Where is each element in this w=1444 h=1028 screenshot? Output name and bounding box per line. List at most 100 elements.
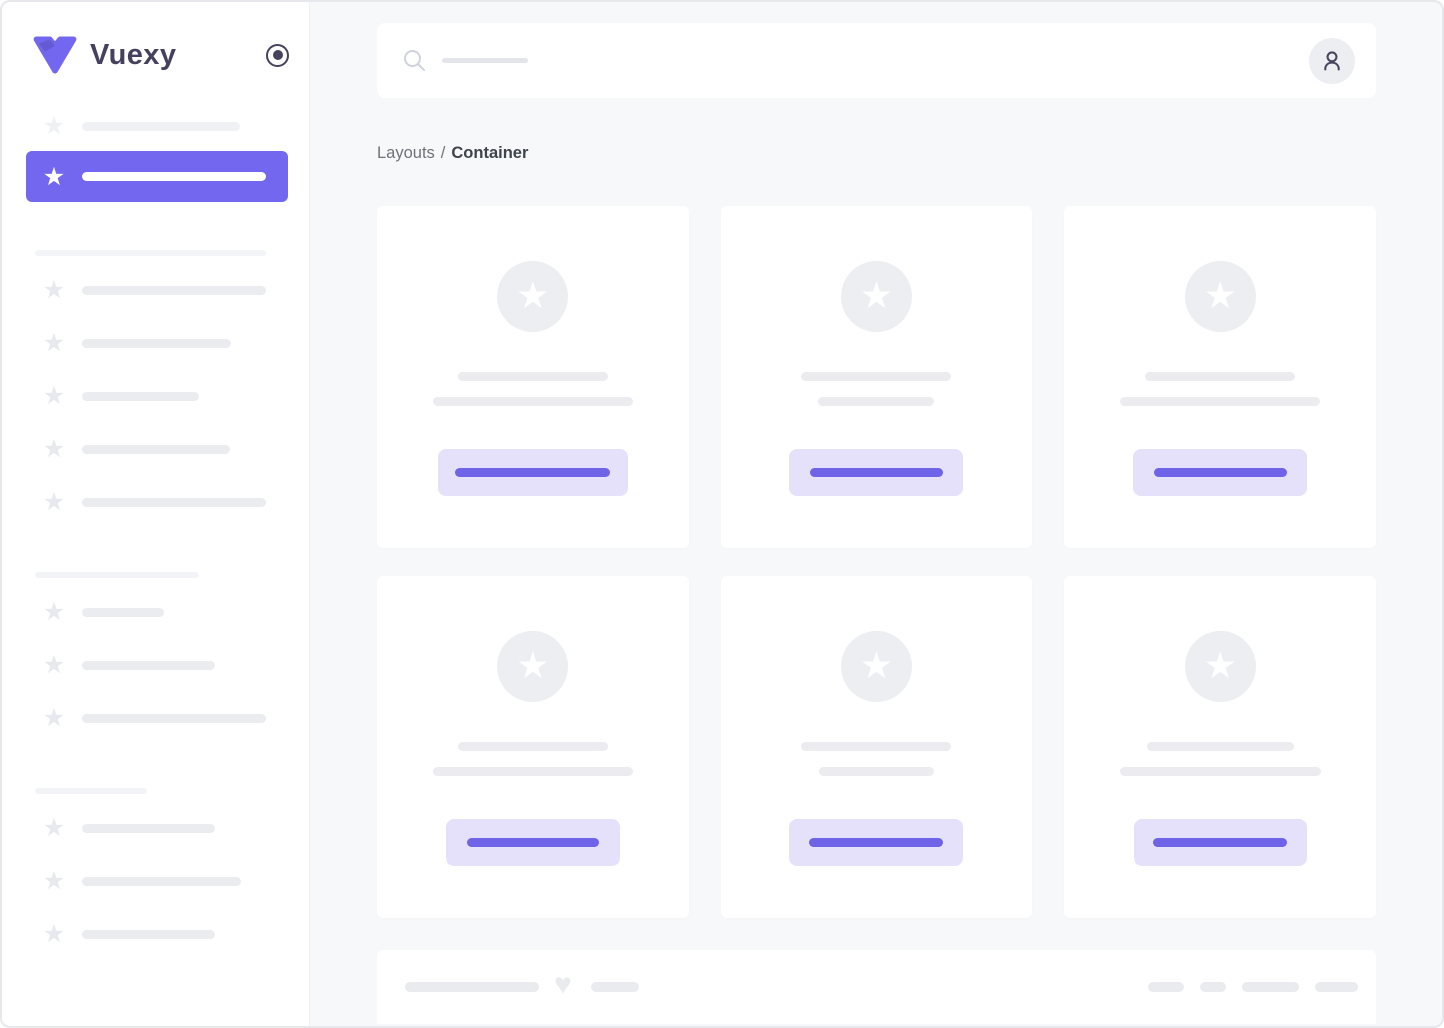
menu-label-skeleton <box>82 391 199 401</box>
card-line-2 <box>818 397 935 406</box>
card-button-bar <box>466 838 599 847</box>
breadcrumb-section[interactable]: Layouts <box>377 144 435 162</box>
card-avatar-circle: ★ <box>497 631 569 702</box>
sidebar-menu-item[interactable]: ★ <box>40 383 289 409</box>
star-icon: ★ <box>1203 275 1237 316</box>
brand-name: Vuexy <box>90 38 177 71</box>
sidebar-menu-item[interactable]: ★ <box>40 705 289 731</box>
card-button-bar <box>809 468 943 477</box>
card-button[interactable] <box>1133 449 1308 496</box>
card-button-bar <box>809 838 944 847</box>
radio-pin-icon[interactable] <box>266 43 289 67</box>
card-line-1 <box>801 742 952 751</box>
user-icon <box>1324 50 1340 70</box>
sidebar-section-header-skeleton <box>35 250 266 256</box>
card-button-bar <box>1153 468 1287 477</box>
breadcrumb-separator: / <box>440 144 446 162</box>
card-button[interactable] <box>445 819 620 866</box>
star-icon: ★ <box>42 704 66 732</box>
sidebar-nav: ★ ★ ★ ★ ★ ★ ★ ★ ★ ★ ★ ★ ★ <box>2 113 309 947</box>
card-line-2 <box>1120 397 1321 406</box>
card-button[interactable] <box>789 819 964 866</box>
user-avatar[interactable] <box>1309 37 1355 84</box>
sidebar-menu-item[interactable]: ★ <box>40 815 289 841</box>
sidebar-menu-item[interactable]: ★ <box>40 599 289 625</box>
card-button[interactable] <box>437 449 628 496</box>
card-line-2 <box>432 397 633 406</box>
star-icon: ★ <box>42 814 66 842</box>
star-icon: ★ <box>516 275 550 316</box>
star-icon: ★ <box>516 645 550 686</box>
content-card: ★ <box>377 576 689 918</box>
star-icon: ★ <box>42 651 66 679</box>
sidebar-menu-item[interactable]: ★ <box>40 277 289 303</box>
sidebar-menu-item[interactable]: ★ <box>40 868 289 894</box>
card-avatar-circle: ★ <box>840 631 912 702</box>
star-icon: ★ <box>42 920 66 948</box>
menu-label-skeleton <box>82 444 230 454</box>
sidebar: Vuexy ★ ★ ★ ★ ★ ★ ★ ★ ★ ★ ★ ★ ★ <box>2 2 310 1026</box>
card-avatar-circle: ★ <box>1184 261 1256 332</box>
star-icon: ★ <box>42 329 66 357</box>
content-card: ★ <box>377 206 689 548</box>
sidebar-section-header-skeleton <box>35 572 199 578</box>
brand: Vuexy <box>32 33 289 77</box>
card-avatar-circle: ★ <box>497 261 569 332</box>
footer-left-bar-2 <box>590 982 639 992</box>
sidebar-menu-item[interactable]: ★ <box>40 436 289 462</box>
sidebar-menu-item[interactable]: ★ <box>40 652 289 678</box>
search-placeholder-skeleton <box>442 58 528 63</box>
star-icon: ★ <box>1203 645 1237 686</box>
vuexy-logo-icon <box>32 36 78 74</box>
card-line-2 <box>1119 767 1321 776</box>
card-line-1 <box>457 742 608 751</box>
menu-label-skeleton <box>82 172 266 181</box>
sidebar-menu-item[interactable]: ★ <box>40 113 289 139</box>
star-icon: ★ <box>42 867 66 895</box>
main-content: Layouts / Container ★ ★ ★ ★ <box>310 2 1442 1026</box>
menu-label-skeleton <box>82 929 215 939</box>
search-bar[interactable] <box>377 23 1376 98</box>
search-icon <box>403 49 426 72</box>
breadcrumb-current: Container <box>451 144 529 162</box>
card-line-2 <box>818 767 934 776</box>
card-button-bar <box>455 468 611 477</box>
star-icon: ★ <box>42 435 66 463</box>
star-icon: ★ <box>42 162 66 191</box>
star-icon: ★ <box>42 488 66 516</box>
content-card: ★ <box>1064 206 1376 548</box>
star-icon: ★ <box>42 112 66 140</box>
card-button[interactable] <box>1133 819 1307 866</box>
sidebar-menu-item-active[interactable]: ★ <box>26 151 288 202</box>
menu-label-skeleton <box>82 497 266 507</box>
footer-bar-skeleton <box>1315 982 1358 992</box>
radio-pin-dot <box>272 50 283 60</box>
menu-label-skeleton <box>82 121 240 131</box>
sidebar-menu-item[interactable]: ★ <box>40 489 289 515</box>
sidebar-menu-item[interactable]: ★ <box>40 330 289 356</box>
menu-label-skeleton <box>82 660 215 670</box>
content-card: ★ <box>1064 576 1376 918</box>
cards-grid: ★ ★ ★ ★ ★ <box>377 206 1376 918</box>
card-line-1 <box>457 372 608 381</box>
menu-label-skeleton <box>82 713 266 723</box>
content-card: ★ <box>720 206 1033 548</box>
star-icon: ★ <box>42 276 66 304</box>
footer-bar-skeleton <box>1148 982 1184 992</box>
footer-bar-skeleton <box>1200 982 1226 992</box>
heart-icon: ♥ <box>554 968 572 1001</box>
card-line-2 <box>432 767 633 776</box>
star-icon: ★ <box>859 275 894 316</box>
card-line-1 <box>1145 372 1296 381</box>
footer-right-group <box>1148 982 1358 992</box>
card-avatar-circle: ★ <box>840 261 912 332</box>
menu-label-skeleton <box>82 823 215 833</box>
sidebar-menu-item[interactable]: ★ <box>40 921 289 947</box>
card-line-1 <box>1146 742 1294 751</box>
footer-card: ♥ <box>377 950 1376 1024</box>
content-card: ★ <box>720 576 1033 918</box>
card-button[interactable] <box>789 449 964 496</box>
menu-label-skeleton <box>82 338 231 348</box>
card-avatar-circle: ★ <box>1184 631 1256 702</box>
